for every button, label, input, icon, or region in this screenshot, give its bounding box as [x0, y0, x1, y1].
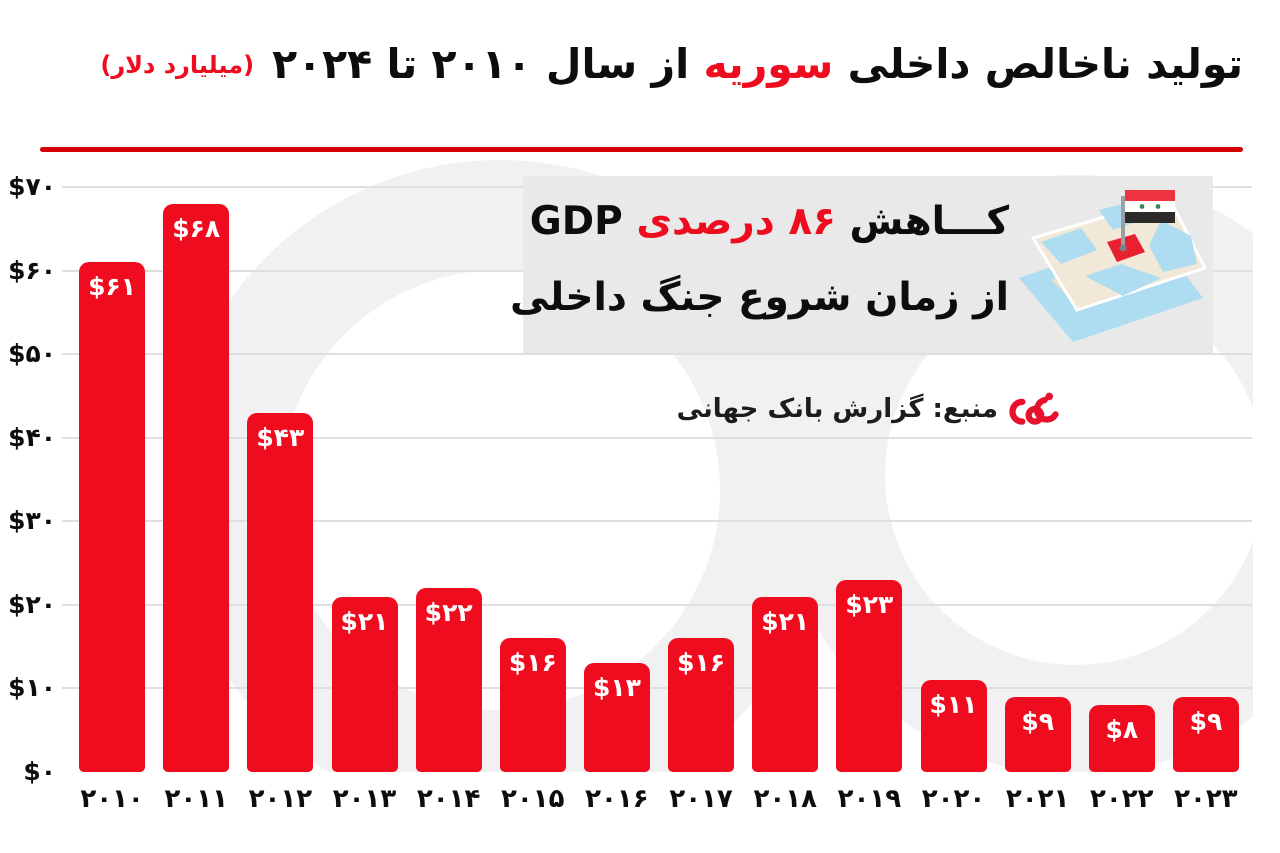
y-axis-tick-label: $۲۰: [8, 589, 56, 619]
title-divider: [40, 147, 1243, 152]
bar-value-label: $۲۱: [761, 606, 810, 636]
bar-value-label: $۶۱: [88, 272, 137, 302]
syria-map-flag-icon: [1019, 190, 1207, 342]
bar-value-label: $۹: [1189, 706, 1223, 736]
x-axis-year-label: ۲۰۱۸: [753, 784, 817, 814]
annotation-line1: کـــاهش ۸۶ درصدی GDP: [530, 184, 1010, 260]
title-prefix: تولید ناخالص داخلی: [833, 40, 1243, 88]
bar-value-label: $۲۱: [340, 606, 389, 636]
title-unit: (میلیارد دلار): [100, 50, 255, 79]
gdp-bar: $۱۶: [668, 638, 735, 772]
bar-value-label: $۱۳: [592, 673, 641, 703]
x-axis-year-label: ۲۰۲۱: [1005, 784, 1070, 814]
nama-logo: [1009, 392, 1059, 425]
bar-value-label: $۲۳: [845, 589, 894, 619]
y-axis-tick-label: $۵۰: [8, 339, 56, 369]
gdp-bar: $۲۲: [415, 588, 482, 772]
x-axis-year-label: ۲۰۱۷: [669, 784, 733, 814]
bar-value-label: $۲۲: [424, 598, 473, 628]
gdp-bar: $۲۱: [331, 596, 398, 772]
x-axis-year-label: ۲۰۱۴: [416, 784, 481, 814]
gridline: [62, 520, 1252, 523]
x-axis-year-label: ۲۰۲۲: [1090, 784, 1154, 814]
y-axis-tick-label: $۷۰: [8, 172, 56, 201]
x-axis-year-label: ۲۰۱۲: [248, 784, 313, 814]
source-credit: منبع: گزارش بانک جهانی: [677, 390, 1060, 428]
gridline: [62, 353, 1252, 356]
gdp-bar: $۲۳: [836, 579, 903, 772]
y-axis-tick-label: $۰: [23, 757, 56, 786]
gdp-bar: $۸: [1088, 705, 1155, 772]
x-axis-year-label: ۲۰۱۶: [585, 784, 649, 814]
page-title: تولید ناخالص داخلی سوریه از سال ۲۰۱۰ تا …: [100, 34, 1243, 96]
gridline: [62, 687, 1252, 690]
gridline: [62, 436, 1252, 439]
bar-value-label: $۱۶: [508, 648, 557, 678]
bar-value-label: $۶۸: [172, 213, 221, 243]
gdp-bar: $۴۳: [247, 412, 314, 772]
annotation-text: کـــاهش ۸۶ درصدی GDP از زمان شروع جنگ دا…: [510, 184, 1010, 336]
title-country-highlight: سوریه: [703, 40, 834, 88]
bar-value-label: $۱۶: [677, 648, 726, 678]
gdp-bar: $۱۶: [499, 638, 566, 772]
gdp-bar: $۶۸: [163, 203, 230, 772]
source-label: منبع: گزارش بانک جهانی: [676, 394, 998, 424]
x-axis-year-label: ۲۰۱۳: [332, 784, 397, 814]
x-axis-year-label: ۲۰۱۹: [837, 784, 902, 814]
x-axis-year-label: ۲۰۱۰: [80, 784, 144, 814]
y-axis-tick-label: $۴۰: [8, 422, 56, 452]
title-suffix: از سال ۲۰۱۰ تا ۲۰۲۴: [272, 40, 704, 88]
annotation-line1-highlight: ۸۶ درصدی: [636, 199, 836, 244]
y-axis-tick-label: $۳۰: [8, 506, 56, 536]
gdp-bar: $۲۱: [752, 596, 819, 772]
gdp-bar: $۶۱: [79, 262, 146, 772]
bar-value-label: $۸: [1105, 715, 1139, 745]
bar-value-label: $۹: [1021, 706, 1054, 736]
annotation-line2: از زمان شروع جنگ داخلی: [510, 275, 1009, 320]
title-text: تولید ناخالص داخلی سوریه از سال ۲۰۱۰ تا …: [272, 34, 1243, 96]
gdp-bar: $۹: [1004, 696, 1071, 772]
y-axis-tick-label: $۶۰: [8, 255, 56, 285]
x-axis-year-label: ۲۰۲۳: [1174, 784, 1238, 814]
x-axis-year-label: ۲۰۲۰: [921, 784, 986, 814]
y-axis-tick-label: $۱۰: [8, 673, 56, 703]
gdp-bar: $۱۱: [920, 680, 987, 772]
bar-value-label: $۱۱: [929, 690, 978, 720]
annotation-box: کـــاهش ۸۶ درصدی GDP از زمان شروع جنگ دا…: [510, 176, 1213, 353]
x-axis-year-label: ۲۰۱۵: [501, 784, 565, 814]
gdp-bar: $۹: [1172, 696, 1239, 772]
gdp-bar: $۱۳: [583, 663, 650, 772]
x-axis-year-label: ۲۰۱۱: [164, 784, 228, 814]
annotation-line1-prefix: کـــاهش: [835, 199, 1010, 244]
bar-value-label: $۴۳: [256, 422, 305, 452]
annotation-line1-gdp: GDP: [529, 199, 637, 244]
gridline: [62, 603, 1252, 606]
